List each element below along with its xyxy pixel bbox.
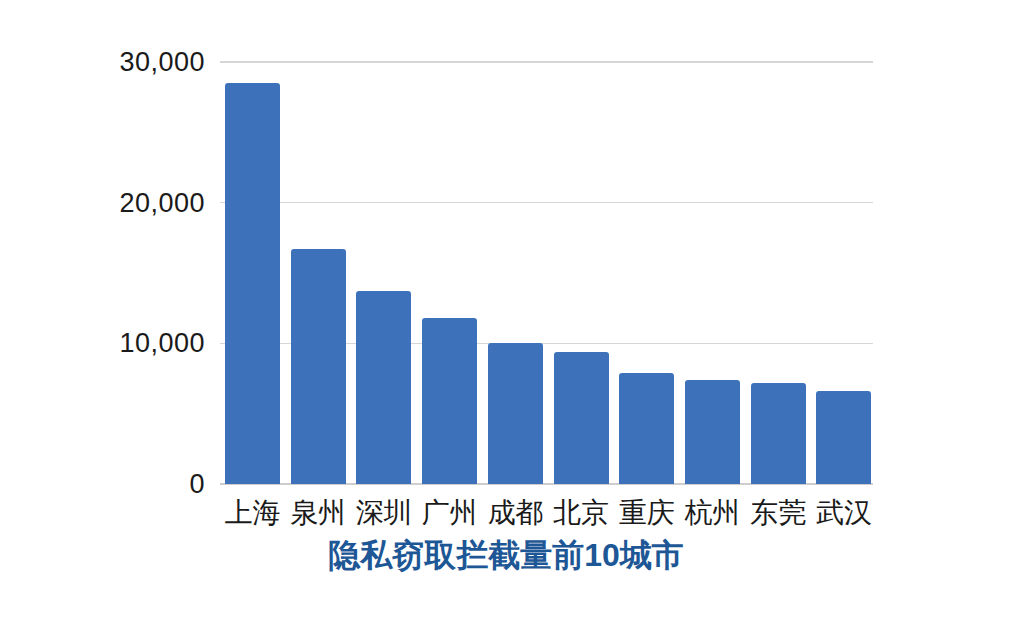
bar-杭州	[685, 380, 740, 484]
bar-重庆	[619, 373, 674, 484]
gridline	[220, 202, 873, 203]
gridline	[220, 61, 873, 62]
y-tick-label: 10,000	[85, 328, 205, 358]
bar-泉州	[291, 249, 346, 484]
bar-广州	[422, 318, 477, 484]
bar-北京	[554, 352, 609, 484]
bar-武汉	[816, 391, 871, 484]
bar-深圳	[356, 291, 411, 484]
chart-title: 隐私窃取拦截量前10城市	[328, 538, 684, 572]
y-tick-label: 0	[85, 469, 205, 499]
x-axis-label: 武汉	[802, 498, 886, 528]
bar-东莞	[751, 383, 806, 484]
bar-上海	[225, 83, 280, 484]
plot-area	[220, 62, 873, 484]
bar-成都	[488, 343, 543, 484]
chart-canvas: 010,00020,00030,000 上海泉州深圳广州成都北京重庆杭州东莞武汉…	[0, 0, 1026, 626]
y-tick-label: 30,000	[85, 47, 205, 77]
y-tick-label: 20,000	[85, 188, 205, 218]
